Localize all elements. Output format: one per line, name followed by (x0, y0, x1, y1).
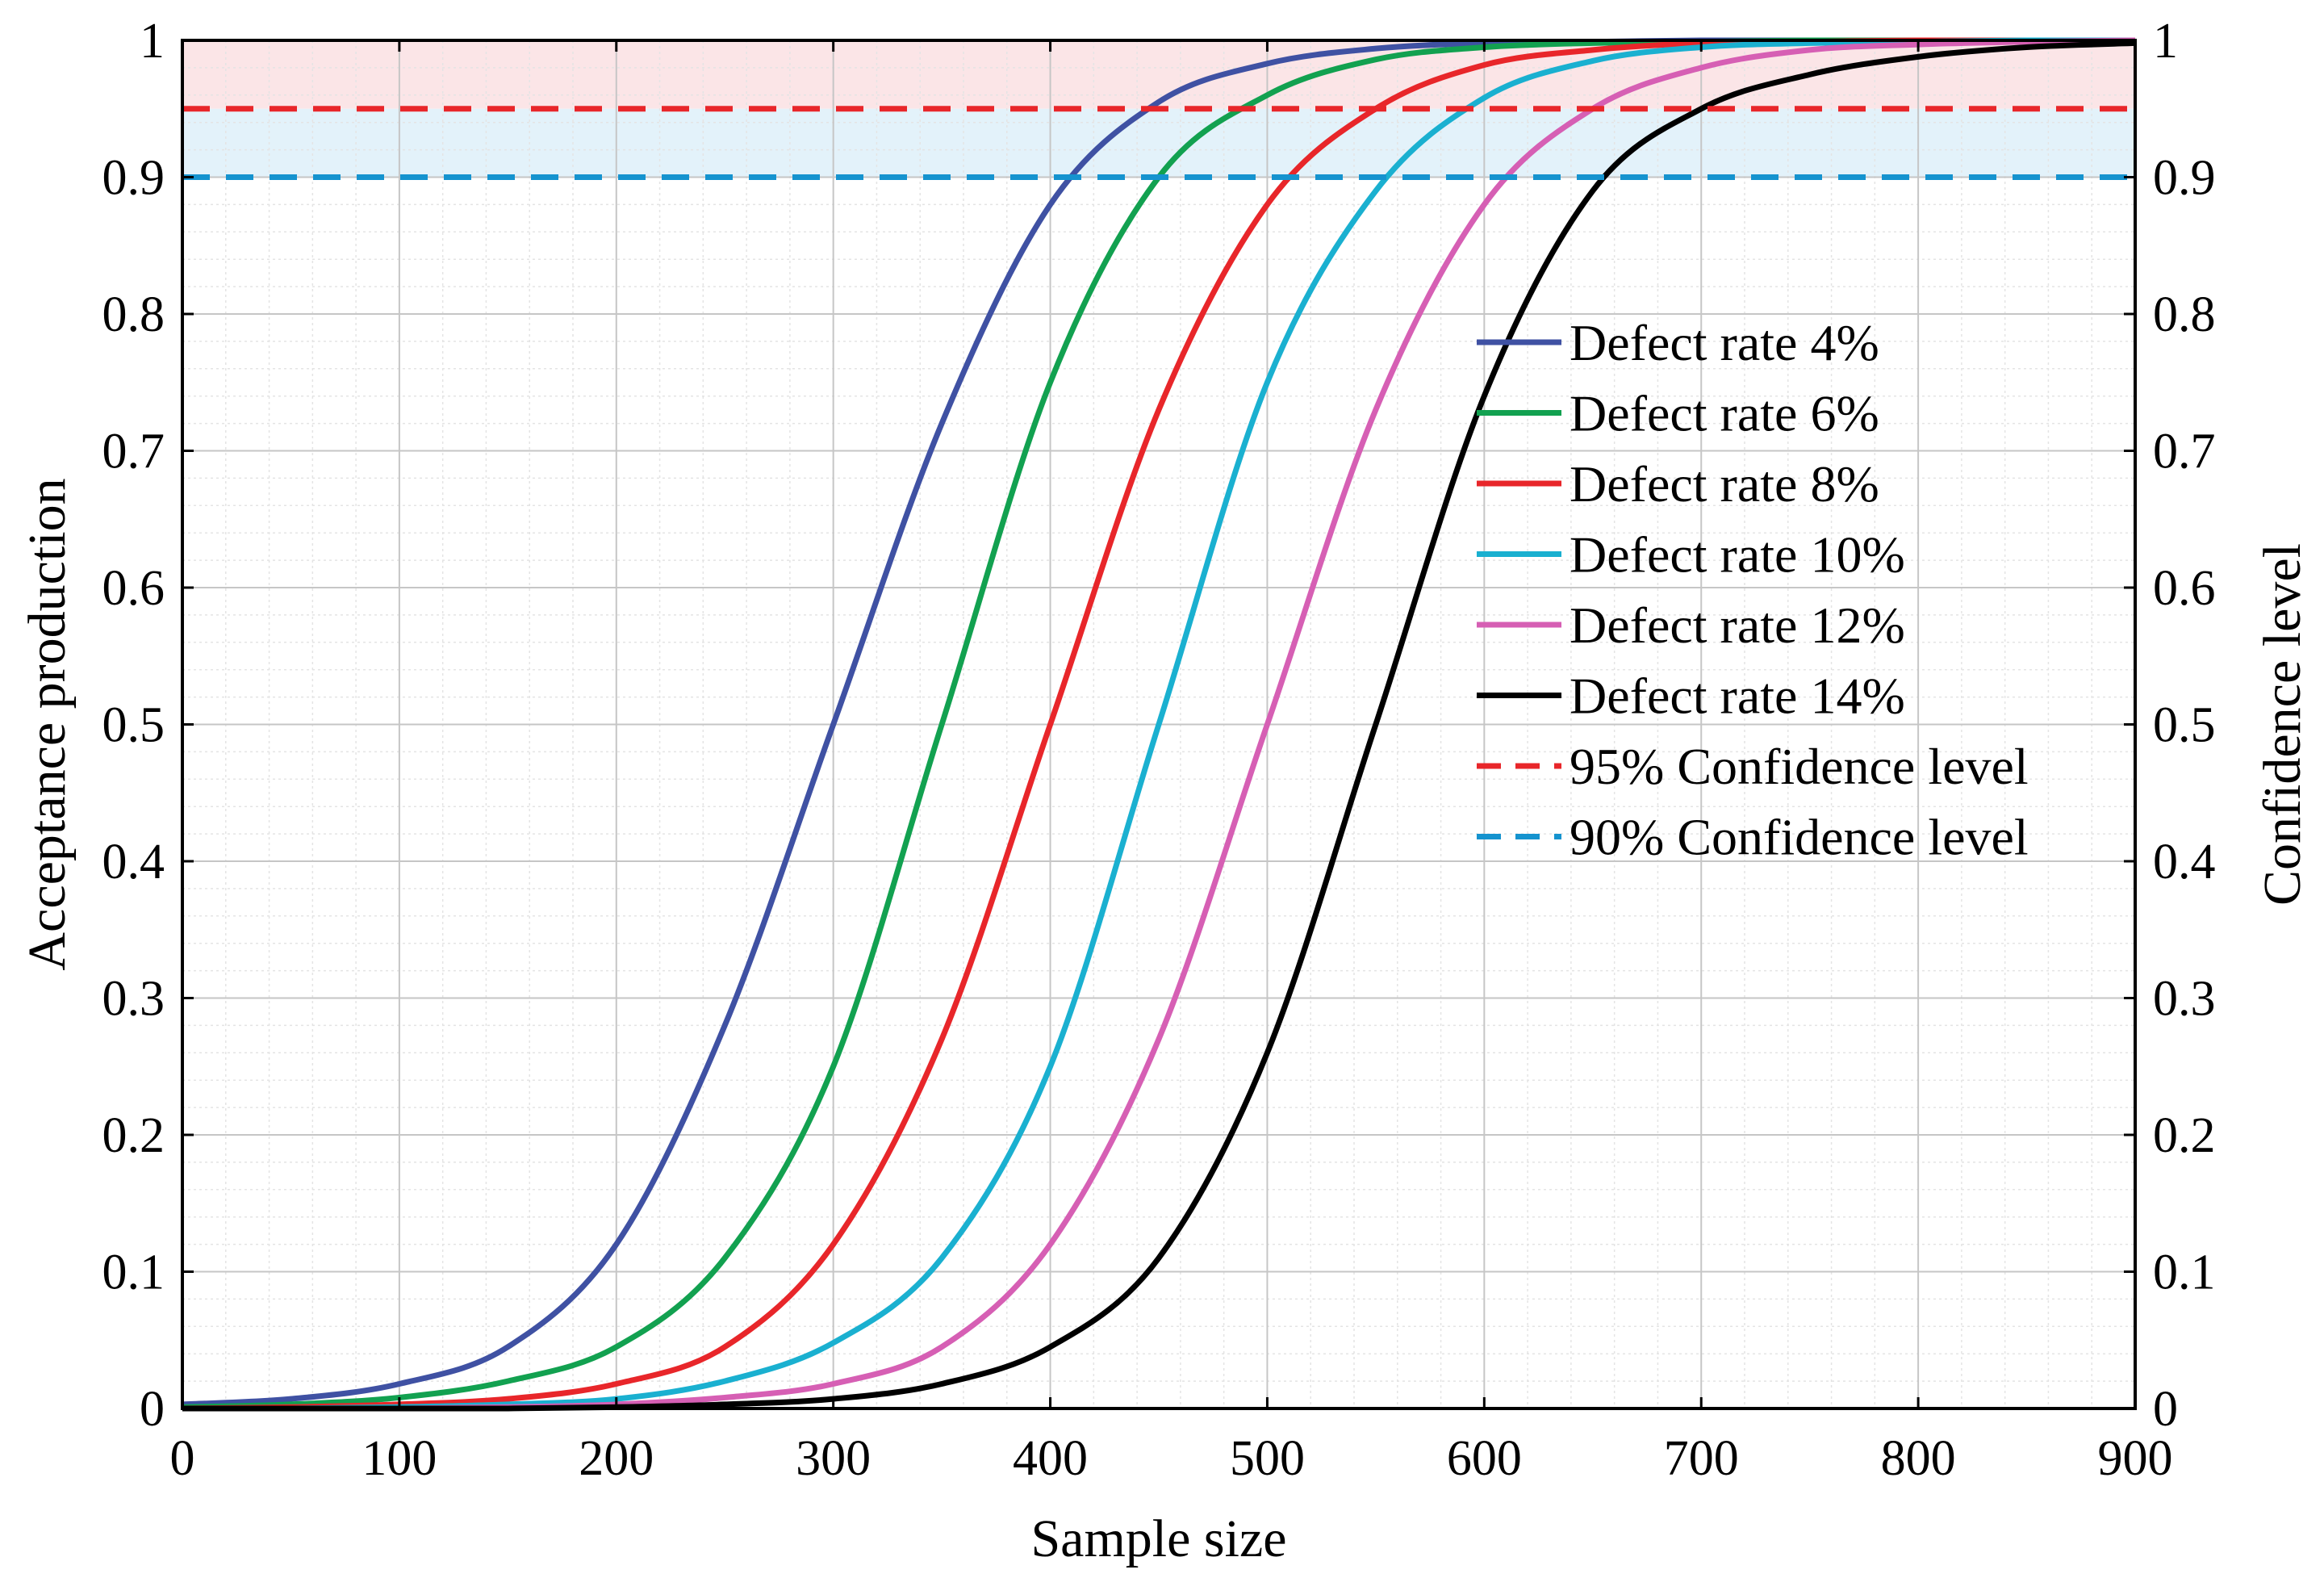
series-line-3 (182, 37, 2135, 1412)
legend-label: Defect rate 10% (1570, 526, 1905, 584)
y-tick-label: 0.6 (102, 561, 165, 616)
y-tick-label: 0.1 (102, 1245, 165, 1300)
y2-axis-title: Confidence level (2253, 543, 2312, 906)
legend-item: Defect rate 6% (1477, 385, 1879, 442)
y2-tick-label: 0.6 (2153, 561, 2216, 616)
x-tick-label: 500 (1230, 1431, 1305, 1486)
legend-label: Defect rate 4% (1570, 314, 1879, 371)
y2-tick-label: 0.9 (2153, 151, 2216, 206)
y-tick-label: 0.4 (102, 835, 165, 889)
y-tick-label: 0.8 (102, 287, 165, 342)
y-tick-label: 0.7 (102, 425, 165, 479)
legend-label: Defect rate 12% (1570, 596, 1905, 654)
legend-item: Defect rate 14% (1477, 668, 1905, 725)
confidence-band-1 (182, 108, 2135, 178)
x-tick-label: 200 (579, 1431, 654, 1486)
legend-label: 90% Confidence level (1570, 809, 2029, 866)
x-tick-labels: 0 100 200 300 400 500 600 700 800 900 (170, 1431, 2173, 1486)
y-tick-label: 0.9 (102, 151, 165, 206)
legend-label: Defect rate 14% (1570, 668, 1905, 725)
x-tick-label: 100 (362, 1431, 437, 1486)
legend-label: Defect rate 8% (1570, 455, 1879, 513)
y2-tick-label: 0.2 (2153, 1108, 2216, 1163)
y2-tick-label: 0.4 (2153, 835, 2216, 889)
confidence-band-0 (182, 40, 2135, 109)
legend-item: Defect rate 4% (1477, 314, 1879, 371)
legend-label: Defect rate 6% (1570, 385, 1879, 442)
y2-tick-label: 0.5 (2153, 698, 2216, 753)
y-tick-label: 0.3 (102, 972, 165, 1027)
y2-tick-label: 0.1 (2153, 1245, 2216, 1300)
y2-tick-label: 1 (2153, 14, 2178, 69)
legend-item: Defect rate 8% (1477, 455, 1879, 513)
x-tick-label: 700 (1664, 1431, 1739, 1486)
legend-item: 90% Confidence level (1477, 809, 2029, 866)
x-tick-label: 0 (170, 1431, 195, 1486)
y-axis-title: Acceptance production (18, 478, 77, 970)
y-tick-label: 1 (140, 14, 165, 69)
x-tick-label: 300 (796, 1431, 871, 1486)
y2-tick-label: 0 (2153, 1382, 2178, 1437)
x-tick-label: 900 (2098, 1431, 2173, 1486)
legend-item: 95% Confidence level (1477, 738, 2029, 795)
legend-label: 95% Confidence level (1570, 738, 2029, 795)
x-tick-label: 400 (1013, 1431, 1088, 1486)
x-axis-title: Sample size (1030, 1509, 1286, 1568)
y2-tick-label: 0.7 (2153, 425, 2216, 479)
y-tick-label: 0.2 (102, 1108, 165, 1163)
y2-tick-label: 0.3 (2153, 972, 2216, 1027)
y-tick-label: 0 (140, 1382, 165, 1437)
x-tick-label: 600 (1447, 1431, 1522, 1486)
x-tick-label: 800 (1881, 1431, 1956, 1486)
grid (182, 40, 2136, 1409)
legend-item: Defect rate 10% (1477, 526, 1905, 584)
legend-item: Defect rate 12% (1477, 596, 1905, 654)
y-tick-labels: 0 0.1 0.2 0.3 0.4 0.5 0.6 0.7 0.8 0.9 1 (102, 14, 165, 1437)
axis-ticks (181, 39, 2137, 1410)
y2-tick-labels: 0 0.1 0.2 0.3 0.4 0.5 0.6 0.7 0.8 0.9 1 (2153, 14, 2216, 1437)
y2-tick-label: 0.8 (2153, 287, 2216, 342)
y-tick-label: 0.5 (102, 698, 165, 753)
legend: Defect rate 4% Defect rate 6% Defect rate … (1477, 314, 2029, 866)
